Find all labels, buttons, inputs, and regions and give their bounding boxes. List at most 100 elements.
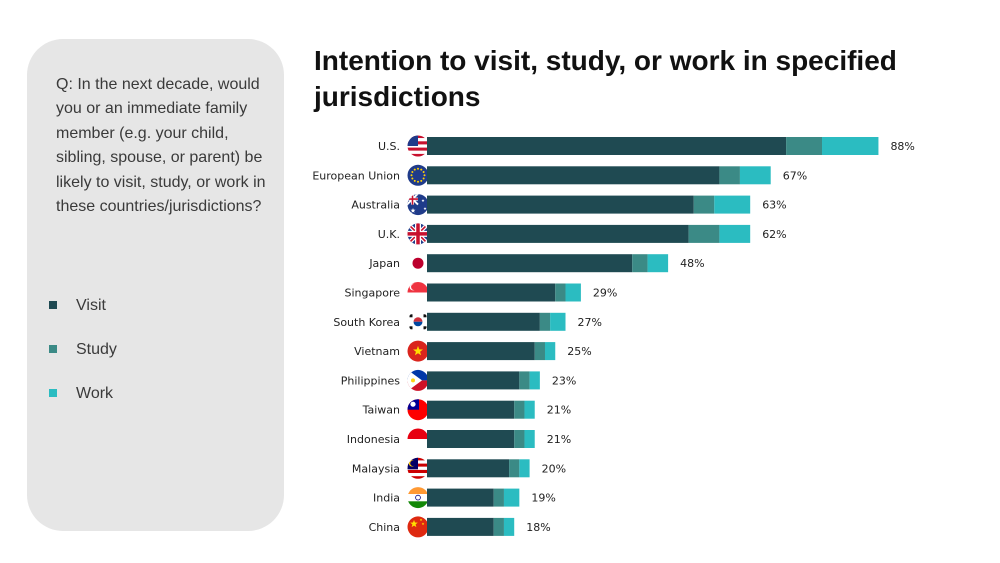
bar-segment-work [550, 312, 566, 331]
flag-uk-icon [407, 223, 429, 245]
flag-eu-icon [407, 164, 429, 186]
flag-indonesia-icon [407, 428, 429, 450]
data-label: 25% [567, 345, 591, 358]
bar-segment-study [534, 342, 545, 361]
bar-row: Malaysia 20% [352, 457, 566, 479]
category-label: Singapore [345, 287, 401, 300]
bar-segment-visit [427, 371, 520, 390]
bar-row: Philippines 23% [341, 369, 576, 391]
bar-row: U.S. 88% [378, 135, 915, 157]
flag-japan-icon [407, 252, 429, 274]
bar-segment-visit [427, 166, 720, 185]
bar-segment-visit [427, 254, 633, 273]
bar-row: Indonesia 21% [347, 428, 571, 450]
bar-segment-visit [427, 488, 494, 507]
question-panel: Q: In the next decade, would you or an i… [27, 39, 284, 531]
bar-segment-visit [427, 459, 510, 478]
bar-segment-study [786, 137, 823, 155]
bar-segment-study [493, 488, 504, 507]
data-label: 19% [531, 492, 555, 505]
flag-malaysia-icon [407, 457, 429, 479]
flag-taiwan-icon [407, 399, 429, 421]
bar-segment-study [688, 224, 720, 243]
bar-segment-study [493, 517, 504, 536]
bar-segment-visit [427, 137, 787, 155]
bar-segment-study [514, 430, 525, 448]
bar-segment-visit [427, 517, 494, 536]
legend-swatch-study [49, 345, 57, 353]
bar-segment-study [632, 254, 648, 273]
bar-segment-visit [427, 430, 515, 448]
legend-swatch-work [49, 389, 57, 397]
bar-segment-work [524, 430, 535, 448]
bar-segment-work [519, 459, 530, 478]
bar-row: Japan 48% [368, 252, 705, 274]
category-label: Malaysia [352, 462, 400, 475]
legend-label-visit: Visit [76, 297, 106, 314]
flag-south-korea-icon [407, 311, 429, 333]
category-label: U.S. [378, 140, 400, 153]
data-label: 18% [526, 521, 550, 534]
category-label: Indonesia [347, 433, 400, 446]
flag-singapore-icon [407, 282, 429, 303]
bar-row: China 18% [369, 516, 551, 538]
data-label: 88% [890, 140, 914, 153]
data-label: 63% [762, 199, 786, 212]
bar-segment-visit [427, 224, 689, 243]
bar-segment-work [719, 224, 751, 243]
data-label: 48% [680, 257, 704, 270]
flag-us-icon [407, 135, 429, 157]
data-label: 20% [542, 462, 566, 475]
bar-row: Vietnam 25% [354, 340, 592, 362]
data-label: 27% [578, 316, 602, 329]
bar-segment-work [529, 371, 540, 390]
bar-segment-study [719, 166, 740, 185]
category-label: U.K. [378, 228, 400, 241]
flag-philippines-icon [407, 369, 429, 391]
flag-india-icon [407, 487, 429, 509]
bar-segment-study [693, 195, 715, 214]
category-label: South Korea [333, 316, 400, 329]
bar-row: U.K. 62% [378, 223, 787, 245]
bar-segment-work [714, 195, 751, 214]
flag-china-icon [407, 516, 429, 538]
flag-australia-icon [407, 194, 429, 216]
data-label: 21% [547, 404, 571, 417]
survey-question: Q: In the next decade, would you or an i… [56, 76, 266, 216]
bar-segment-work [503, 517, 515, 536]
bar-segment-study [519, 371, 530, 390]
bar-segment-visit [427, 283, 556, 302]
data-label: 21% [547, 433, 571, 446]
bar-row: European Union 67% [312, 164, 807, 186]
data-label: 23% [552, 374, 576, 387]
category-label: India [373, 492, 400, 505]
chart-title: Intention to visit, study, or work in sp… [314, 45, 897, 112]
bar-segment-visit [427, 312, 540, 331]
bar-segment-study [555, 283, 566, 302]
data-label: 62% [762, 228, 786, 241]
bar-segment-study [509, 459, 520, 478]
category-label: Japan [368, 257, 400, 270]
bar-segment-work [565, 283, 581, 302]
legend-swatch-visit [49, 301, 57, 309]
bar-segment-work [647, 254, 669, 273]
bar-row: Singapore 29% [345, 282, 617, 303]
category-label: European Union [312, 169, 400, 182]
category-label: Taiwan [362, 404, 400, 417]
category-label: China [369, 521, 400, 534]
bar-row: Australia 63% [351, 194, 787, 216]
bar-row: Taiwan 21% [362, 399, 571, 421]
category-label: Vietnam [354, 345, 400, 358]
bar-row: India 19% [373, 487, 556, 509]
data-label: 29% [593, 287, 617, 300]
bar-segment-visit [427, 195, 694, 214]
bar-segment-visit [427, 342, 535, 361]
bar-segment-work [739, 166, 771, 185]
bar-segment-study [514, 400, 525, 419]
data-label: 67% [783, 169, 807, 182]
legend-label-study: Study [76, 341, 117, 358]
bar-segment-work [822, 137, 879, 155]
bar-segment-work [503, 488, 520, 507]
bar-segment-visit [427, 400, 515, 419]
